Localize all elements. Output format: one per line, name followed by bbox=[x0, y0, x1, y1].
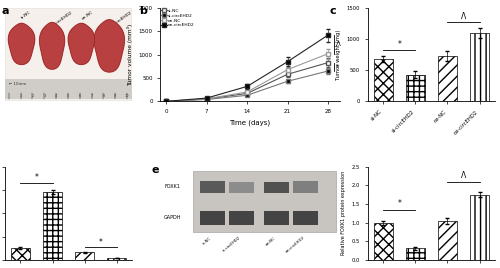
Text: 3: 3 bbox=[43, 94, 46, 98]
Text: c: c bbox=[330, 6, 336, 16]
Text: 8: 8 bbox=[102, 94, 104, 98]
Bar bbox=[406, 75, 425, 101]
Text: *: * bbox=[99, 237, 102, 247]
Text: 6: 6 bbox=[78, 94, 81, 98]
Polygon shape bbox=[8, 23, 34, 64]
Bar bbox=[293, 211, 318, 225]
Text: FOXK1: FOXK1 bbox=[164, 184, 180, 189]
Text: 1: 1 bbox=[20, 94, 22, 98]
Text: si-circEHD2: si-circEHD2 bbox=[222, 236, 241, 253]
Text: a: a bbox=[1, 6, 8, 16]
Text: e: e bbox=[152, 165, 159, 175]
Text: Λ: Λ bbox=[461, 172, 466, 180]
Text: 10: 10 bbox=[125, 94, 130, 98]
Bar bbox=[200, 211, 225, 225]
Y-axis label: Tumor volume (mm³): Tumor volume (mm³) bbox=[128, 24, 134, 86]
Bar bbox=[264, 182, 289, 193]
X-axis label: Time (days): Time (days) bbox=[230, 120, 270, 126]
Bar bbox=[228, 211, 254, 225]
Legend: si-NC, si-circEHD2, oe-NC, oe-circEHD2: si-NC, si-circEHD2, oe-NC, oe-circEHD2 bbox=[162, 9, 194, 27]
Text: si-NC: si-NC bbox=[202, 236, 212, 245]
Bar bbox=[438, 221, 457, 260]
Text: *: * bbox=[34, 173, 38, 182]
Text: 5: 5 bbox=[67, 94, 69, 98]
Text: *: * bbox=[336, 64, 339, 70]
Y-axis label: Relative FOXK1 protein expression: Relative FOXK1 protein expression bbox=[341, 171, 346, 255]
Text: b: b bbox=[139, 6, 147, 16]
Bar bbox=[470, 33, 489, 101]
Text: ← 10mm: ← 10mm bbox=[9, 83, 26, 87]
Text: *: * bbox=[398, 199, 401, 209]
Bar bbox=[192, 171, 336, 232]
Text: GAPDH: GAPDH bbox=[164, 215, 182, 221]
Bar bbox=[5, 79, 132, 99]
Text: oe-circEHD2: oe-circEHD2 bbox=[110, 10, 134, 28]
Bar bbox=[374, 223, 393, 260]
Text: Λ: Λ bbox=[461, 12, 466, 21]
Bar bbox=[43, 192, 62, 260]
Bar bbox=[264, 211, 289, 225]
Text: 2: 2 bbox=[32, 94, 34, 98]
Bar bbox=[228, 182, 254, 193]
Text: *: * bbox=[398, 40, 401, 49]
Text: oe-NC: oe-NC bbox=[265, 236, 277, 246]
Text: oe-circEHD2: oe-circEHD2 bbox=[284, 236, 306, 254]
Bar bbox=[406, 248, 425, 260]
Bar bbox=[293, 181, 318, 193]
Polygon shape bbox=[40, 23, 64, 69]
Y-axis label: Tumor weight (mg): Tumor weight (mg) bbox=[336, 29, 341, 80]
Bar bbox=[75, 252, 94, 260]
Bar bbox=[374, 59, 393, 101]
Bar bbox=[200, 181, 225, 193]
Bar bbox=[107, 258, 126, 260]
Text: 9: 9 bbox=[114, 94, 116, 98]
Text: Λ: Λ bbox=[336, 42, 340, 47]
Text: si-circEHD2: si-circEHD2 bbox=[51, 10, 74, 27]
Bar bbox=[438, 56, 457, 101]
Polygon shape bbox=[94, 20, 124, 72]
Bar bbox=[11, 248, 30, 260]
Text: oe-NC: oe-NC bbox=[82, 10, 94, 21]
Text: si-NC: si-NC bbox=[20, 10, 32, 20]
Polygon shape bbox=[68, 23, 94, 64]
Text: 7: 7 bbox=[90, 94, 93, 98]
Bar bbox=[470, 195, 489, 260]
Text: 4: 4 bbox=[55, 94, 58, 98]
